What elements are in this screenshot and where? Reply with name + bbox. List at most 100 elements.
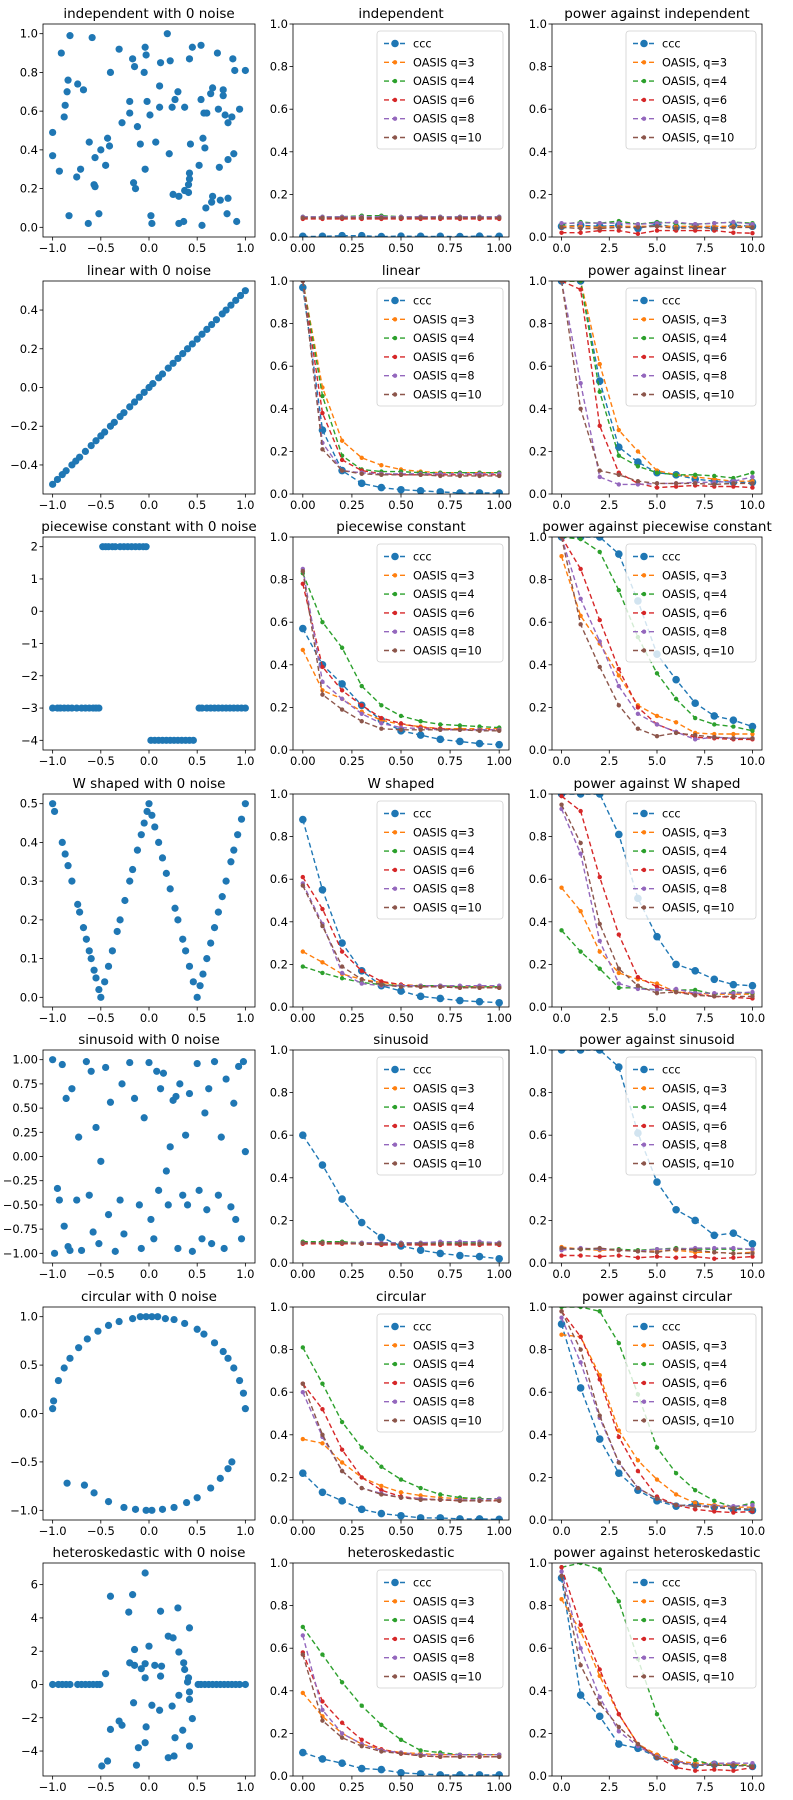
panel-linear: linear 0.00 0.25 0.50 0.75 1.00 0.0 0.2 0.4 0.6 0.… (270, 263, 512, 512)
scatter-point (189, 736, 197, 744)
series-line-ccc (560, 1577, 753, 1768)
legend-label: OASIS, q=8 (662, 113, 727, 126)
data-point-q4 (692, 987, 698, 993)
legend-label: OASIS q=3 (413, 56, 475, 69)
legend-label: OASIS, q=4 (662, 332, 727, 345)
legend-label: OASIS, q=3 (662, 313, 727, 326)
scatter-point (185, 1624, 194, 1632)
data-point-q6 (692, 1507, 698, 1512)
data-point-q6 (359, 968, 364, 973)
scatter-point (181, 1665, 189, 1674)
data-point-q6 (692, 1768, 698, 1773)
legend-label: OASIS, q=4 (662, 588, 727, 601)
data-point-q3 (597, 1673, 602, 1679)
scatter-point (106, 68, 115, 77)
scatter-point (85, 138, 93, 146)
x-tick-label: 0.5 (188, 754, 206, 768)
legend-marker (641, 610, 647, 616)
data-point-ccc (710, 975, 719, 984)
data-point-q10 (616, 966, 622, 971)
data-point-q4 (578, 1307, 583, 1310)
series-line-ccc (302, 1134, 500, 1260)
axes-frame (292, 1306, 510, 1521)
scatter-point (84, 219, 92, 228)
scatter-point (106, 1725, 115, 1734)
y-tick-label: 0.6 (270, 359, 288, 373)
legend: ccc OASIS, q=3 OASIS, q=4 OASIS, q=6 OASIS, … (625, 287, 757, 407)
legend-marker (392, 1599, 398, 1604)
data-point-q10 (597, 664, 602, 670)
legend-marker (641, 1104, 647, 1110)
scatter-point (148, 1506, 156, 1514)
scatter-point (235, 1680, 244, 1689)
data-point-q6 (339, 1447, 345, 1452)
data-point-q10 (597, 226, 602, 231)
scatter-point (129, 1315, 137, 1323)
legend-box (625, 800, 757, 920)
scatter-point (202, 204, 210, 212)
x-tick-label: 0.5 (188, 1780, 206, 1794)
scatter-point (224, 155, 232, 164)
scatter-point (148, 219, 156, 228)
legend-marker (641, 1617, 647, 1623)
data-point-q10 (457, 473, 463, 479)
data-point-q6 (320, 664, 325, 670)
x-tick-label: 7.5 (696, 241, 714, 255)
panel-heteroskedastic-with-0-noise: heteroskedastic with 0 noise −1.0 −0.5 0.0 0… (21, 1545, 256, 1794)
data-point-q4 (654, 1712, 660, 1717)
y-tick-label: 0.0 (20, 220, 38, 234)
scatter-point (129, 1591, 137, 1599)
data-point-ccc (397, 987, 405, 995)
y-tick-label: 0.0 (529, 1000, 547, 1014)
scatter-point (145, 1642, 153, 1650)
panel-sinusoid-with-0-noise: sinusoid with 0 noise −1.0 −0.5 0.0 0.5 1.0 −1… (3, 1032, 256, 1281)
x-tick-label: 0.25 (339, 1780, 365, 1794)
x-tick-label: 0.25 (339, 498, 365, 512)
data-point-q6 (616, 1434, 622, 1440)
data-point-q10 (339, 1468, 345, 1474)
scatter-point (148, 811, 156, 819)
data-point-q10 (339, 964, 345, 969)
data-point-q10 (712, 482, 717, 487)
scatter-point (151, 1661, 159, 1669)
data-point-q10 (597, 1245, 602, 1251)
x-tick-label: −0.5 (87, 1267, 115, 1281)
data-point-q6 (320, 410, 325, 416)
x-tick-label: 0.0 (140, 1524, 158, 1538)
legend-label: OASIS q=10 (413, 902, 482, 915)
panel-title: sinusoid with 0 noise (78, 1032, 220, 1048)
legend: ccc OASIS, q=3 OASIS, q=4 OASIS, q=6 OASIS, … (625, 1056, 757, 1176)
scatter-point (193, 993, 201, 1001)
data-point-ccc (595, 377, 604, 385)
scatter-point (126, 109, 134, 117)
x-tick-label: 0.0 (140, 498, 158, 512)
y-tick-label: 0.6 (270, 872, 288, 886)
scatter-point (140, 68, 148, 77)
scatter-point (66, 1680, 74, 1689)
data-point-q6 (654, 228, 660, 233)
legend-item-ccc: ccc (633, 1064, 681, 1077)
scatter-point (183, 1201, 192, 1209)
data-point-ccc (495, 1254, 503, 1263)
scatter-point (142, 1313, 150, 1321)
data-point-q8 (712, 990, 717, 996)
scatter-point (227, 858, 235, 866)
data-point-q10 (300, 281, 306, 284)
y-tick-label: 0.4 (270, 1684, 288, 1698)
y-tick-label: 0.2 (270, 1470, 288, 1484)
scatter-point (170, 1752, 178, 1760)
y-tick-label: −1.0 (10, 1503, 38, 1517)
scatter-point (228, 1458, 236, 1466)
data-point-q8 (359, 981, 364, 986)
data-point-ccc (436, 994, 445, 1003)
data-point-q10 (731, 481, 736, 486)
scatter-point (62, 1094, 70, 1103)
scatter-point (156, 59, 165, 67)
legend-item-q8: OASIS, q=8 (633, 1396, 727, 1409)
data-point-q6 (339, 949, 345, 954)
legend-label: OASIS q=10 (413, 1671, 482, 1684)
y-tick-label: 0.6 (270, 1641, 288, 1655)
scatter-point (201, 1109, 209, 1117)
scatter-point (185, 1688, 194, 1696)
scatter-point (118, 119, 126, 127)
